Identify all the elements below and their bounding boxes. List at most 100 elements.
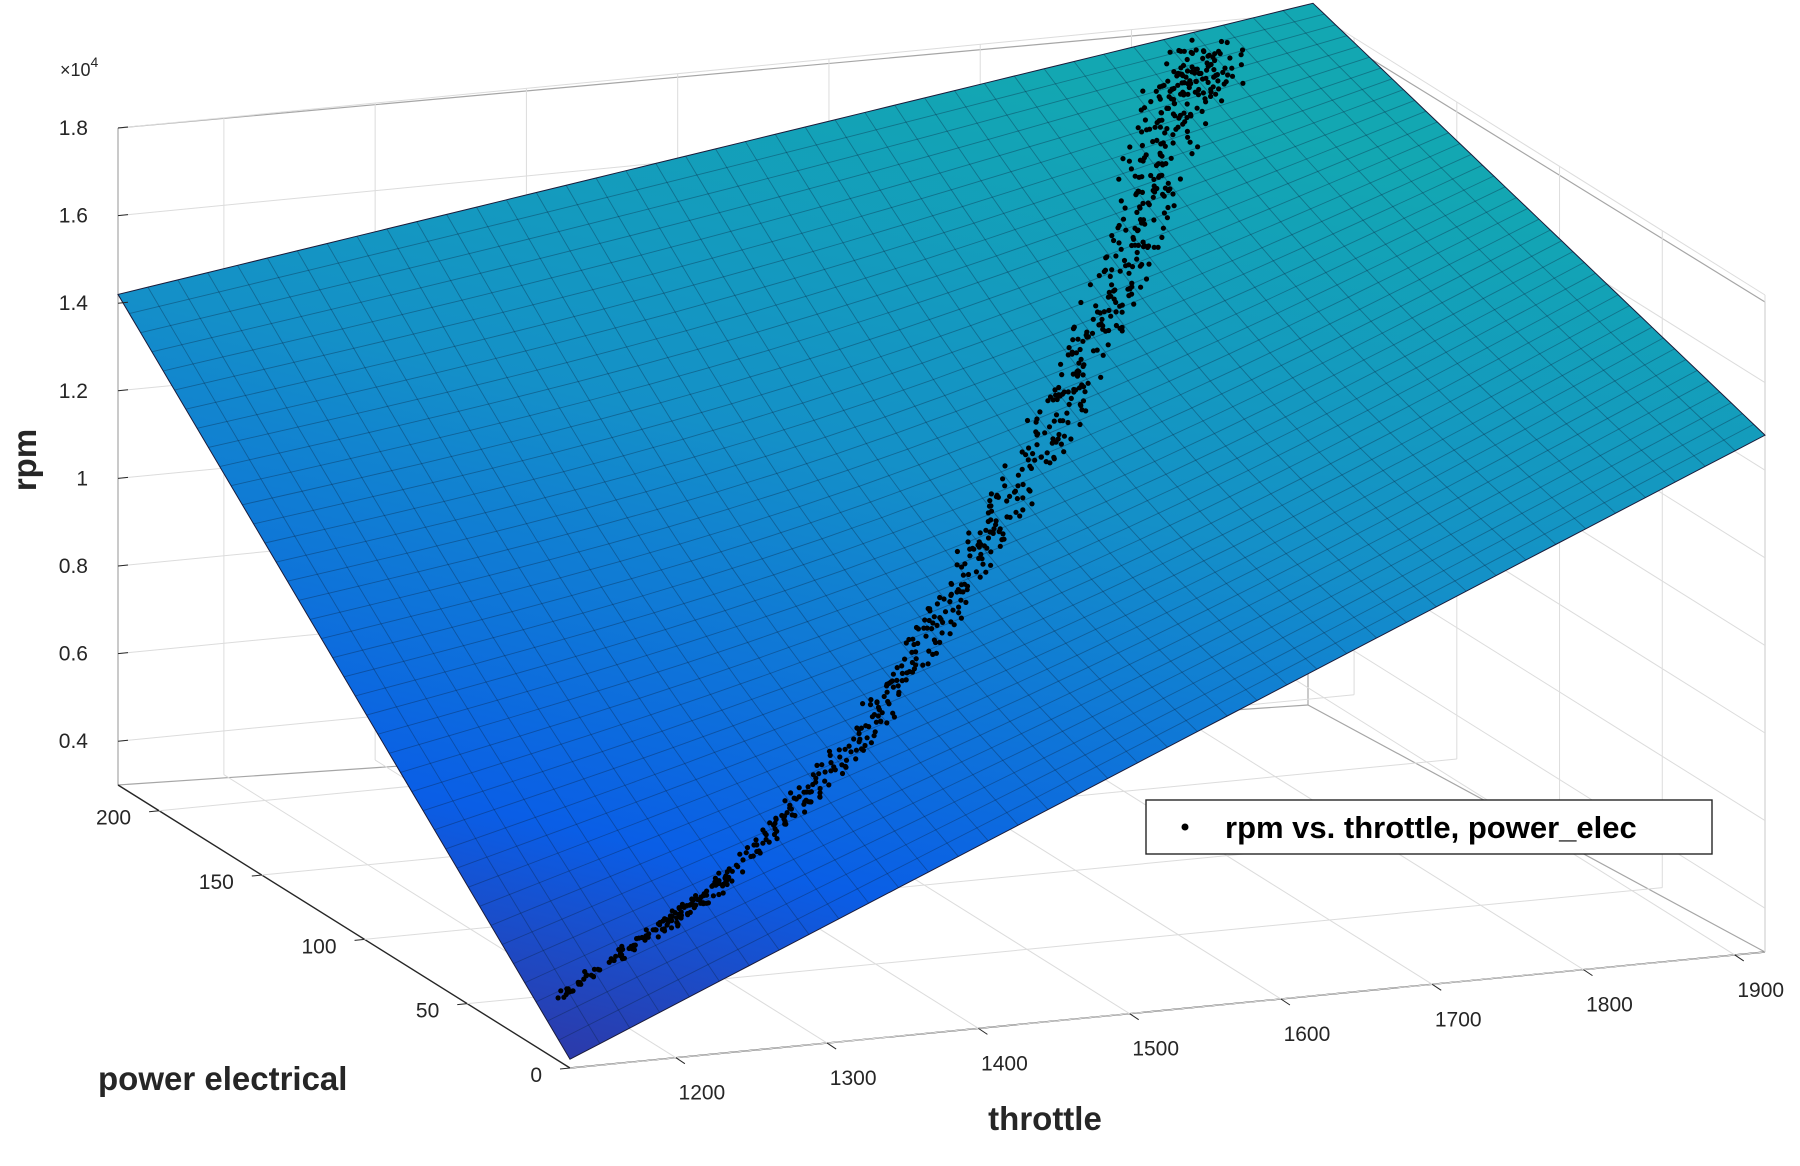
scatter-point [1159, 234, 1165, 240]
scatter-point [1093, 303, 1099, 309]
scatter-point [1160, 225, 1166, 231]
x-tick-label: 1400 [981, 1052, 1028, 1075]
scatter-point [1121, 257, 1128, 264]
scatter-point [1002, 483, 1008, 489]
scatter-point [1047, 394, 1054, 400]
z-axis-label: rpm [6, 429, 43, 491]
scatter-point [1171, 203, 1177, 209]
scatter-point [744, 845, 751, 851]
scatter-point [913, 624, 920, 631]
scatter-point [743, 850, 749, 856]
scatter-point [712, 875, 719, 881]
scatter-point [766, 839, 772, 845]
scatter-point [1118, 246, 1124, 252]
scatter-point [836, 747, 842, 753]
scatter-point [1069, 349, 1075, 355]
scatter-point [1068, 395, 1074, 401]
scatter-point [774, 836, 780, 842]
scatter-point [1200, 55, 1206, 62]
scatter-point [1113, 253, 1119, 259]
surface-mesh-line [535, 402, 1732, 1003]
scatter-point [1070, 371, 1076, 377]
scatter-point [804, 789, 810, 795]
scatter-point [1153, 88, 1159, 94]
x-axis-ticks: 1200 1300 1400 1500 1600 1700 1800 1900 [675, 954, 1784, 1105]
scatter-point [1139, 189, 1145, 195]
scatter-point [997, 543, 1003, 549]
scatter-point [958, 615, 965, 621]
scatter-point [1119, 302, 1125, 308]
scatter-point [988, 562, 994, 568]
scatter-point [1118, 198, 1124, 204]
scatter-point [1200, 90, 1206, 96]
surface-mesh-line [456, 326, 1653, 869]
surface-mesh-line [309, 186, 1506, 620]
scatter-point [1025, 457, 1031, 463]
scatter-point [626, 945, 632, 952]
scatter-point [1023, 452, 1029, 458]
scatter-point [885, 698, 891, 705]
scatter-point [1127, 285, 1133, 292]
surface-mesh-line [207, 272, 661, 1013]
scatter-point [1103, 255, 1109, 261]
scatter-point [729, 878, 735, 884]
scatter-point [1170, 191, 1176, 197]
scatter-point [1089, 330, 1096, 336]
scatter-point [1203, 99, 1209, 105]
surface-mesh-line [513, 380, 1709, 965]
scatter-point [1140, 158, 1146, 164]
scatter-point [808, 789, 815, 795]
surface-mesh-line [535, 192, 989, 842]
z-tick-mark [117, 739, 129, 742]
scatter-point [1164, 215, 1170, 221]
surface-mesh-line [1133, 46, 1587, 530]
scatter-point [1142, 221, 1148, 227]
scatter-point [653, 927, 659, 933]
scatter-point [1229, 65, 1235, 71]
x-tick-label: 1200 [679, 1082, 726, 1105]
x-tick-mark [1583, 969, 1593, 977]
z-tick-mark [117, 301, 129, 304]
scatter-point [1029, 501, 1035, 507]
scatter-point [864, 735, 870, 741]
scatter-point [675, 923, 681, 929]
scatter-point [1165, 180, 1171, 186]
scatter-point [713, 882, 719, 888]
scatter-point [1140, 200, 1146, 206]
scatter-point [1078, 356, 1084, 362]
scatter-point [1206, 52, 1212, 58]
scatter-point [1027, 488, 1033, 494]
surface-mesh-line [685, 155, 1138, 764]
scatter-point [1094, 309, 1101, 315]
scatter-point [1214, 72, 1220, 78]
scatter-point [814, 762, 820, 769]
scatter-point [1085, 380, 1091, 386]
scatter-point [1037, 409, 1043, 415]
scatter-point [1133, 192, 1139, 198]
scatter-point [1075, 336, 1081, 342]
scatter-point [863, 723, 869, 729]
scatter-point [1054, 396, 1060, 403]
scatter-point [1151, 244, 1157, 250]
scatter-point [931, 614, 937, 620]
scatter-point [1049, 440, 1055, 446]
scatter-point [854, 725, 860, 731]
scatter-point [1000, 476, 1006, 482]
scatter-point [1212, 51, 1218, 57]
scatter-point [1134, 249, 1140, 256]
legend: rpm vs. throttle, power_elec [1145, 799, 1713, 855]
surface-mesh-line [129, 13, 1325, 314]
scatter-point [1068, 436, 1074, 442]
scatter-point [985, 510, 992, 516]
surface-mesh-line [140, 24, 1336, 334]
scatter-point [805, 784, 811, 790]
scatter-point [1105, 342, 1111, 348]
legend-box [1145, 799, 1713, 855]
scatter-point [1218, 38, 1225, 45]
scatter-point [760, 840, 766, 846]
scatter-point [1030, 451, 1036, 457]
scatter-point [1171, 101, 1178, 107]
scatter-point [788, 790, 794, 796]
scatter-point [826, 748, 833, 754]
scatter-point [1126, 293, 1132, 299]
